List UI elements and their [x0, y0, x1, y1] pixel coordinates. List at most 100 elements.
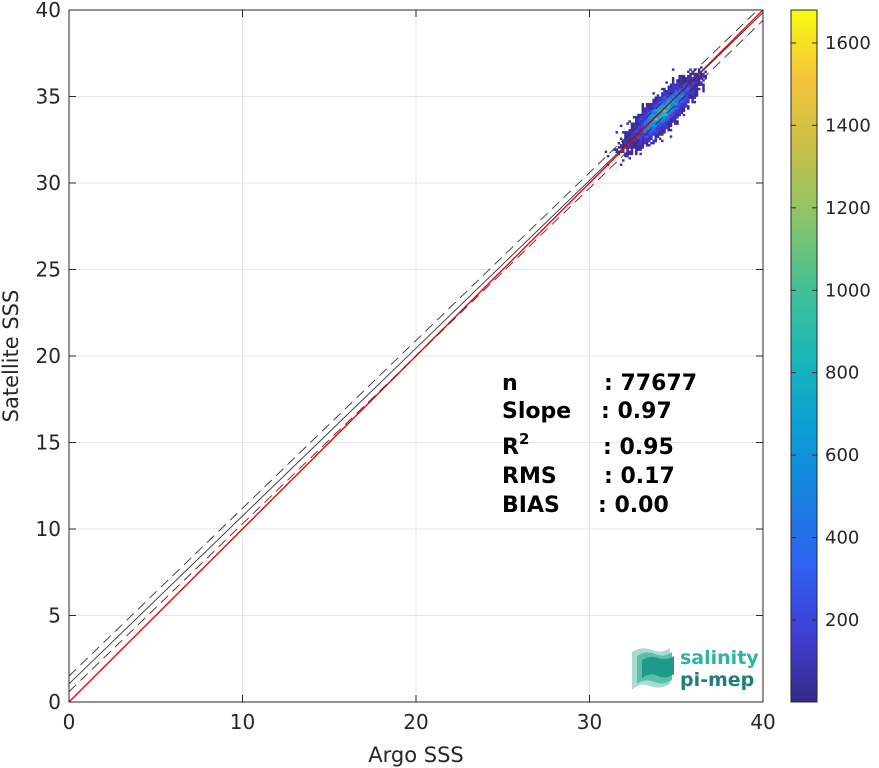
density-cell	[691, 100, 694, 104]
density-cell	[678, 111, 681, 115]
density-cell	[639, 141, 642, 145]
y-tick-label: 35	[36, 85, 61, 109]
density-cell	[652, 120, 655, 123]
density-cell	[639, 148, 642, 151]
density-cell	[639, 146, 642, 149]
density-cell	[661, 105, 664, 108]
density-cell	[650, 107, 653, 110]
density-cell	[643, 141, 647, 145]
density-cell	[648, 139, 651, 143]
density-cell	[676, 85, 679, 89]
density-cell	[667, 85, 671, 89]
density-cell	[682, 109, 686, 112]
density-cell	[654, 120, 658, 123]
density-cell	[691, 87, 694, 91]
density-cell	[648, 109, 651, 112]
density-cell	[665, 111, 668, 115]
density-cell	[639, 126, 642, 130]
density-cell	[656, 94, 660, 97]
density-cell	[682, 92, 686, 95]
density-cell	[635, 131, 638, 134]
y-axis-label: Satellite SSS	[0, 290, 23, 423]
density-cell	[671, 92, 675, 95]
density-cell	[656, 128, 660, 132]
stat-bias-label: BIAS	[502, 493, 560, 518]
density-cell	[658, 124, 662, 128]
density-cell	[669, 118, 673, 121]
x-axis: 0 10 20 30 40	[63, 10, 776, 734]
density-cell	[665, 90, 668, 93]
density-cell	[676, 87, 679, 91]
density-cell	[671, 120, 675, 123]
density-cell	[680, 100, 684, 104]
density-cell	[671, 77, 675, 80]
density-cell	[656, 124, 660, 128]
density-cell	[663, 118, 666, 121]
density-cell	[669, 113, 673, 117]
density-cell	[663, 102, 666, 106]
density-cell	[639, 137, 642, 141]
density-cell	[665, 109, 668, 112]
density-cell	[667, 128, 671, 132]
density-cell	[656, 131, 660, 134]
density-cell	[680, 83, 684, 86]
density-cell	[630, 126, 634, 130]
density-cell	[684, 96, 688, 99]
density-cell	[656, 133, 660, 136]
density-cell	[643, 109, 647, 112]
density-cell	[643, 135, 647, 138]
density-cell	[689, 85, 692, 89]
density-cell	[697, 79, 701, 82]
y-tick-label: 15	[36, 431, 61, 455]
density-cell	[667, 100, 671, 104]
density-cell	[691, 96, 694, 99]
density-cell	[652, 105, 655, 108]
density-cell	[656, 96, 660, 99]
density-cell	[684, 98, 688, 102]
density-cell	[648, 124, 651, 128]
density-cell	[667, 90, 671, 93]
density-cell	[628, 135, 632, 138]
density-cell	[667, 92, 671, 95]
density-cell	[637, 141, 640, 145]
density-cell	[635, 115, 638, 119]
density-cell	[680, 77, 684, 80]
density-cell	[671, 102, 675, 106]
density-cell	[691, 72, 694, 76]
density-cell	[689, 68, 692, 71]
density-cell	[661, 128, 664, 132]
density-cell	[652, 111, 655, 115]
density-cell	[667, 98, 671, 102]
density-cell	[669, 98, 673, 102]
density-cell	[645, 118, 649, 121]
density-cell	[702, 90, 705, 93]
density-cell	[671, 79, 675, 82]
density-cell	[661, 131, 664, 134]
stat-rms-label: RMS	[502, 464, 557, 489]
density-cell	[693, 74, 697, 78]
density-cell	[628, 120, 632, 123]
density-cell	[637, 118, 640, 121]
density-cell	[645, 120, 649, 123]
density-cell	[676, 120, 679, 123]
density-cell	[689, 72, 692, 76]
density-cell	[667, 126, 671, 130]
density-cell	[674, 109, 677, 112]
density-cell	[669, 135, 673, 138]
density-cloud	[604, 66, 707, 166]
density-cell	[652, 126, 655, 130]
density-cell	[689, 90, 692, 93]
density-cell	[667, 111, 671, 115]
density-cell	[676, 79, 679, 82]
density-cell	[641, 144, 645, 147]
density-cell	[702, 79, 705, 82]
density-cell	[626, 137, 629, 141]
density-cell	[639, 124, 642, 128]
density-cell	[637, 135, 640, 138]
density-cell	[628, 144, 632, 147]
density-cell	[643, 111, 647, 115]
density-cell	[656, 100, 660, 104]
colorbar-tick-label: 1200	[825, 198, 871, 219]
density-cell	[678, 98, 681, 102]
density-cell	[630, 128, 634, 132]
